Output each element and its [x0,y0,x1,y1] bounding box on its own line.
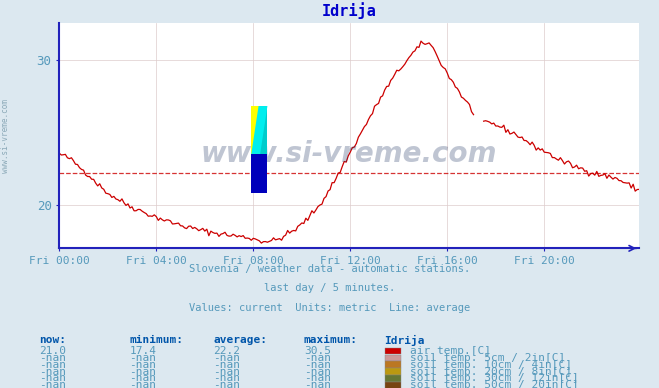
Text: -nan: -nan [129,353,156,363]
Text: -nan: -nan [214,353,241,363]
Text: www.si-vreme.com: www.si-vreme.com [201,140,498,168]
Text: -nan: -nan [129,360,156,370]
Text: soil temp. 50cm / 20in[C]: soil temp. 50cm / 20in[C] [411,380,579,388]
Text: -nan: -nan [39,367,66,377]
Text: -nan: -nan [39,380,66,388]
Polygon shape [260,106,268,154]
Text: Slovenia / weather data - automatic stations.: Slovenia / weather data - automatic stat… [189,264,470,274]
Text: 21.0: 21.0 [39,346,66,356]
Text: soil temp. 30cm / 12in[C]: soil temp. 30cm / 12in[C] [411,373,579,383]
Bar [251,106,260,154]
Text: -nan: -nan [304,360,331,370]
Text: minimum:: minimum: [129,335,183,345]
Text: -nan: -nan [304,367,331,377]
Text: 17.4: 17.4 [129,346,156,356]
Text: soil temp. 10cm / 4in[C]: soil temp. 10cm / 4in[C] [411,360,573,370]
FancyBboxPatch shape [385,362,401,368]
Bar [251,154,268,193]
Text: -nan: -nan [214,367,241,377]
Text: 30.5: 30.5 [304,346,331,356]
Text: maximum:: maximum: [304,335,358,345]
Polygon shape [251,106,268,154]
Title: Idrija: Idrija [322,2,377,19]
Text: last day / 5 minutes.: last day / 5 minutes. [264,283,395,293]
Text: soil temp. 20cm / 8in[C]: soil temp. 20cm / 8in[C] [411,367,573,377]
Text: -nan: -nan [214,380,241,388]
Text: -nan: -nan [39,360,66,370]
Text: -nan: -nan [214,373,241,383]
Text: Values: current  Units: metric  Line: average: Values: current Units: metric Line: aver… [189,303,470,313]
FancyBboxPatch shape [385,368,401,375]
Text: -nan: -nan [39,353,66,363]
Text: Idrija: Idrija [385,335,425,346]
Text: air temp.[C]: air temp.[C] [411,346,492,356]
FancyBboxPatch shape [385,348,401,354]
Text: now:: now: [39,335,66,345]
Text: -nan: -nan [39,373,66,383]
Text: -nan: -nan [129,367,156,377]
Text: 22.2: 22.2 [214,346,241,356]
Text: soil temp. 5cm / 2in[C]: soil temp. 5cm / 2in[C] [411,353,565,363]
Text: -nan: -nan [304,353,331,363]
Text: -nan: -nan [129,373,156,383]
Text: average:: average: [214,335,268,345]
Text: -nan: -nan [304,373,331,383]
Text: www.si-vreme.com: www.si-vreme.com [1,99,10,173]
FancyBboxPatch shape [385,355,401,361]
Text: -nan: -nan [129,380,156,388]
Text: -nan: -nan [214,360,241,370]
FancyBboxPatch shape [385,382,401,388]
FancyBboxPatch shape [385,375,401,382]
Text: -nan: -nan [304,380,331,388]
